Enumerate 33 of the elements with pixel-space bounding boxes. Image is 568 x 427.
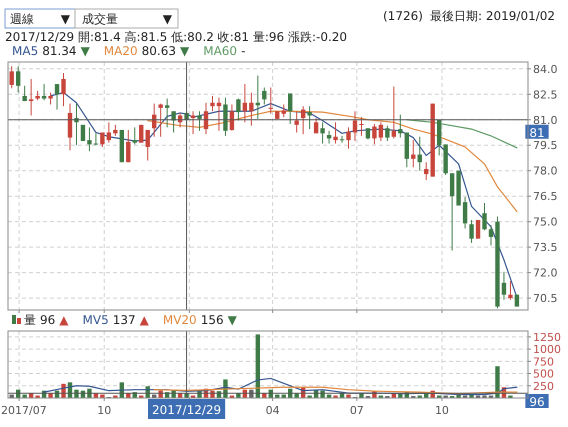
y-tick-label: 750: [533, 355, 554, 368]
text: ▼: [162, 12, 173, 26]
y-tick-label: 250: [533, 380, 554, 393]
y-tick-label: 73.5: [533, 241, 558, 254]
x-tick-label: 10: [434, 404, 449, 417]
ref-line-label: 96: [529, 395, 545, 409]
y-tick-label: 500: [533, 368, 554, 381]
text: 週線: [10, 12, 34, 26]
y-tick-label: 78.0: [533, 164, 558, 178]
legend: MA5 81.34 ▼ MA20 80.63 ▼ MA60 -: [12, 44, 246, 58]
y-tick-label: 76.5: [533, 190, 558, 204]
x-tick-label: 04: [266, 404, 280, 417]
y-tick-label: 1000: [533, 343, 561, 356]
y-tick-label: 72.0: [533, 266, 558, 280]
ref-line-label: 81: [529, 126, 545, 140]
legend-label: 量: [24, 313, 36, 327]
y-tick-label: 75.0: [533, 216, 558, 229]
text: ▼: [60, 12, 71, 26]
y-tick-label: 81.0: [533, 114, 558, 127]
x-tick-label: 07: [350, 404, 364, 417]
ref-line-label: 2017/12/29: [152, 403, 222, 417]
x-tick-label: 2017/07: [1, 404, 47, 417]
x-tick-label: 10: [97, 404, 112, 417]
legend: 量 96 ▲ MV5 137 ▲ MV20 156 ▼: [12, 313, 237, 327]
text: 2017/12/29 開:81.4 高:81.5 低:80.2 收:81 量:96 漲跌:-0.20: [5, 30, 348, 44]
text: (1726): [383, 9, 423, 23]
y-tick-label: 70.5: [533, 292, 558, 306]
y-tick-label: 1250: [533, 330, 561, 344]
y-tick-label: 84.0: [533, 62, 558, 76]
text: 成交量: [82, 12, 118, 26]
y-tick-label: 82.5: [533, 88, 558, 102]
text: 最後日期: 2019/01/02: [430, 9, 556, 23]
y-tick-label: 79.5: [533, 139, 558, 152]
